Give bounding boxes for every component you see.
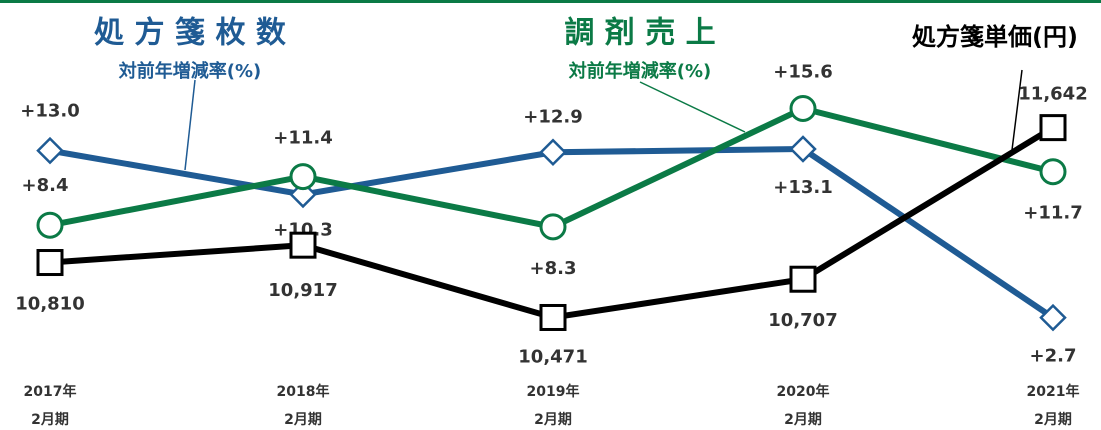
x-tick-label: 2020年 [777,383,830,400]
leader [184,79,196,171]
x-tick-label: 2019年 [527,383,580,400]
marker [289,180,317,209]
x-tick-label: 2017年 [24,383,77,400]
value-label: +8.3 [530,258,577,279]
marker [289,163,317,191]
marker [539,138,567,167]
x-tick-label: 2月期 [534,412,572,428]
x-tick-label: 2月期 [784,412,822,428]
top-border [0,0,1101,3]
marker [289,231,317,259]
leader [639,81,746,133]
marker [1039,158,1067,186]
value-label: +8.4 [22,175,69,196]
value-label: +13.0 [20,101,80,122]
value-label: 10,917 [268,280,337,301]
x-tick-label: 2018年 [277,383,330,400]
value-label: 11,642 [1018,84,1087,105]
value-label: +2.7 [1030,346,1077,367]
marker [1039,114,1067,142]
legend-title: 調 剤 売 上 [564,16,715,51]
marker [1039,303,1067,332]
legend-title: 処方箋単価(円) [912,23,1078,51]
marker [539,213,567,241]
x-tick-label: 2月期 [31,412,69,428]
legend-subtitle: 対前年増減率(%) [568,60,712,82]
value-label: +11.4 [273,128,333,149]
x-tick-label: 2月期 [1034,412,1072,428]
x-tick-label: 2021年 [1027,383,1080,400]
value-label: 10,707 [768,310,837,331]
marker [789,265,817,293]
marker [539,303,567,331]
value-label: +11.7 [1023,203,1083,224]
legend-subtitle: 対前年増減率(%) [118,60,262,82]
legend-title: 処 方 箋 枚 数 [94,16,287,51]
value-label: 10,471 [518,346,587,367]
marker [36,136,64,165]
marker [36,211,64,239]
value-label: 10,810 [15,294,84,315]
value-label: +12.9 [523,106,583,127]
value-label: +15.6 [773,61,833,82]
marker [789,135,817,163]
value-label: +10.3 [273,219,333,240]
marker [36,249,64,277]
value-label: +13.1 [773,177,833,198]
marker [789,94,817,122]
x-tick-label: 2月期 [284,412,322,428]
leader [1011,69,1023,151]
